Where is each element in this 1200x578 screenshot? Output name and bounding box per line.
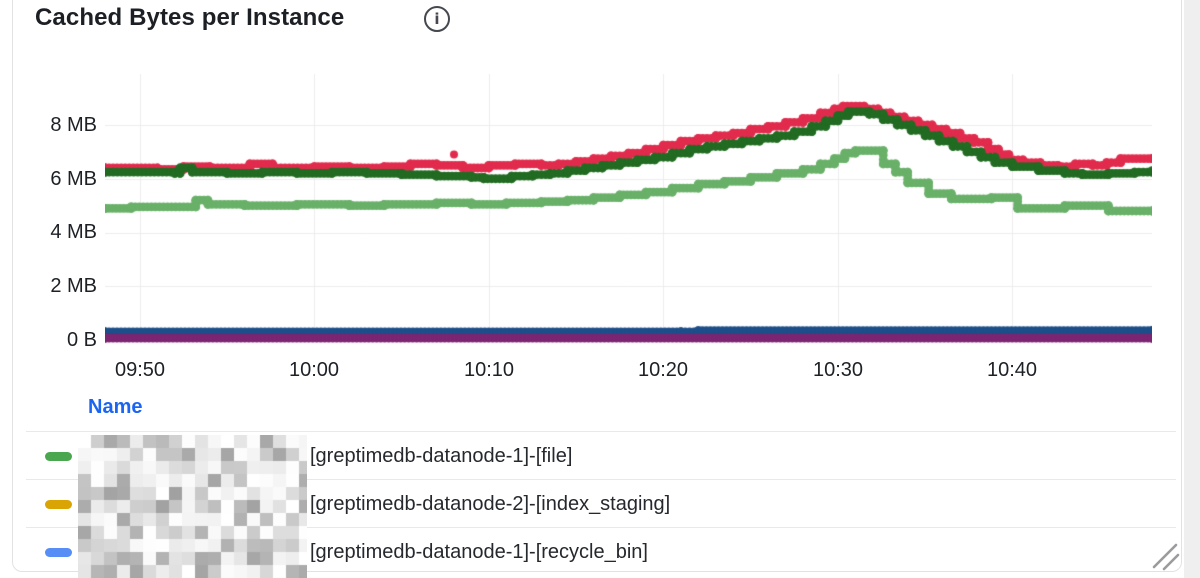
info-icon[interactable]: i — [424, 6, 450, 32]
legend-row-recycle-bin[interactable]: [greptimedb-datanode-1]-[recycle_bin] — [26, 528, 1176, 576]
page-background-gutter — [1184, 0, 1200, 578]
x-axis-tick: 09:50 — [114, 359, 166, 381]
x-axis-tick: 10:00 — [288, 359, 340, 381]
series-color-marker — [45, 451, 72, 461]
y-axis-tick: 4 MB — [50, 221, 97, 243]
legend-row-file[interactable]: [greptimedb-datanode-1]-[file] — [26, 432, 1176, 480]
x-axis-tick: 10:30 — [812, 359, 864, 381]
y-axis-tick: 2 MB — [50, 275, 97, 297]
y-axis-tick: 0 B — [66, 329, 97, 351]
y-axis-tick: 8 MB — [50, 114, 97, 136]
legend-label: [greptimedb-datanode-2]-[index_staging] — [310, 493, 671, 515]
x-axis-tick: 10:10 — [463, 359, 515, 381]
redaction-pixelated-overlay — [78, 435, 307, 578]
y-axis-tick: 6 MB — [50, 168, 97, 190]
row-separator — [26, 479, 1176, 480]
x-axis-tick: 10:40 — [986, 359, 1038, 381]
legend-label: [greptimedb-datanode-1]-[file] — [310, 445, 573, 467]
legend-column-header-name[interactable]: Name — [88, 396, 143, 418]
legend-label: [greptimedb-datanode-1]-[recycle_bin] — [310, 541, 648, 563]
x-axis-tick: 10:20 — [637, 359, 689, 381]
page-title: Cached Bytes per Instance — [35, 4, 345, 31]
series-color-marker — [45, 499, 72, 509]
row-separator — [26, 431, 1176, 432]
time-series-chart[interactable] — [105, 68, 1152, 345]
series-color-marker — [45, 547, 72, 557]
resize-grip-icon[interactable] — [1150, 541, 1182, 571]
row-separator — [26, 527, 1176, 528]
legend-row-index-staging[interactable]: [greptimedb-datanode-2]-[index_staging] — [26, 480, 1176, 528]
